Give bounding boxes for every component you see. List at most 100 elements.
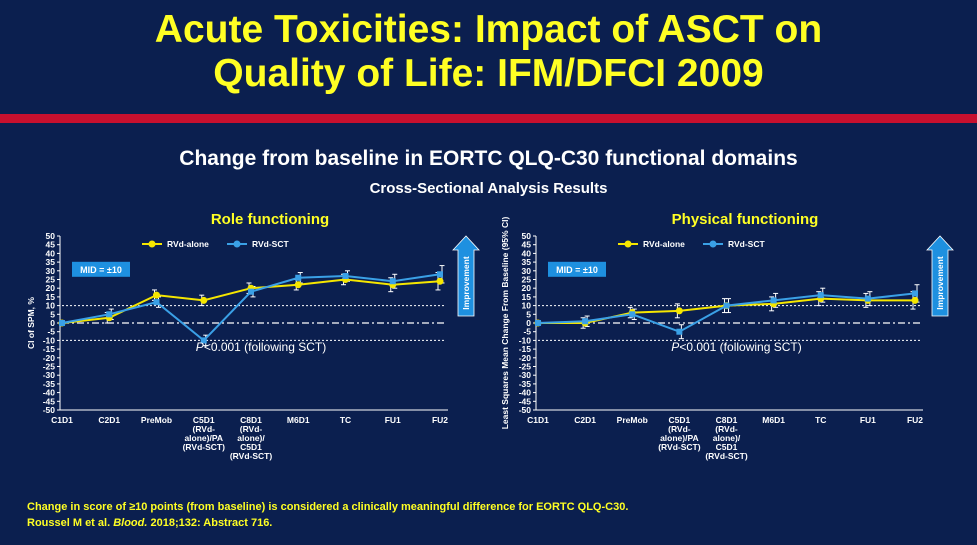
chart1-series-point-0	[911, 296, 919, 304]
chart1-legend-label-1: RVd-SCT	[728, 239, 765, 249]
chart1-x-tick-label: C8D1	[716, 415, 738, 425]
chart0-y-tick-label: -10	[43, 335, 56, 345]
chart1-y-tick-label: -40	[519, 388, 532, 398]
chart0-y-tick-label: 0	[50, 318, 55, 328]
chart1-y-tick-label: 10	[522, 301, 532, 311]
chart0-p-letter: P	[196, 340, 204, 354]
chart0-mid-label: MID = ±10	[80, 265, 122, 275]
chart1-mid-box	[548, 261, 606, 277]
chart0-legend-marker-0	[148, 240, 156, 248]
chart1-x-tick-label: (RVd-SCT)	[705, 451, 748, 461]
chart1-p-letter: P	[671, 340, 679, 354]
chart1-x-tick-label: FU2	[907, 415, 923, 425]
chart-title-physical: Physical functioning	[671, 211, 819, 228]
chart1-legend-label-0: RVd-alone	[643, 239, 685, 249]
chart1-y-tick-label: -50	[519, 405, 532, 415]
chart0-legend-label-0: RVd-alone	[167, 239, 209, 249]
chart1-x-tick-label: M6D1	[762, 415, 785, 425]
slide-subsubtitle: Cross-Sectional Analysis Results	[369, 180, 608, 197]
chart0-series-point-1	[389, 278, 396, 285]
chart1-series-point-1	[912, 290, 918, 297]
chart1-y-tick-label: 20	[522, 283, 532, 293]
chart0-y-tick-label: -15	[43, 344, 56, 354]
chart0-p-text: <0.001 (following SCT)	[204, 340, 326, 354]
chart0-improvement-arrow	[452, 235, 480, 317]
chart0-y-tick-label: -30	[43, 370, 56, 380]
chart0-y-tick-label: 25	[46, 275, 56, 285]
chart0-y-tick-label: -5	[47, 327, 55, 337]
chart1-y-tick-label: 35	[522, 257, 532, 267]
chart1-series-point-1	[629, 311, 636, 318]
chart0-x-tick-label: (RVd-SCT)	[183, 442, 226, 452]
chart1-series-point-1	[676, 328, 683, 335]
chart1-x-tick-label: PreMob	[617, 415, 648, 425]
chart0-x-tick-label: (RVd-	[192, 424, 215, 434]
chart0-y-tick-label: 10	[46, 301, 56, 311]
chart1-legend-marker-1	[709, 240, 717, 248]
chart1-x-tick-label: C1D1	[527, 415, 549, 425]
citation: Roussel M et al. Blood. 2018;132: Abstra…	[27, 517, 272, 529]
chart0-legend-label-1: RVd-SCT	[252, 239, 289, 249]
chart0-x-tick-label: alone)/PA	[184, 433, 223, 443]
chart0-y-tick-label: 50	[46, 231, 56, 241]
chart1-y-tick-label: -35	[519, 379, 532, 389]
chart0-p-value-annotation: P<0.001 (following SCT)	[196, 340, 326, 354]
chart0-series-point-1	[200, 337, 207, 344]
chart0-x-tick-label: TC	[340, 415, 351, 425]
chart0-y-tick-label: -50	[43, 405, 56, 415]
chart1-mid-label: MID = ±10	[556, 265, 598, 275]
chart1-x-tick-label: C5D1	[716, 442, 738, 452]
chart1-series-point-1	[770, 297, 777, 304]
chart0-y-tick-label: -35	[43, 379, 56, 389]
chart1-y-tick-label: 15	[522, 292, 532, 302]
chart1-x-tick-label: C5D1	[669, 415, 691, 425]
chart1-series-point-1	[535, 320, 541, 326]
chart1-p-text: <0.001 (following SCT)	[679, 340, 801, 354]
chart0-y-tick-label: 45	[46, 240, 56, 250]
chart0-series-point-1	[153, 299, 160, 306]
chart1-x-tick-label: C2D1	[574, 415, 596, 425]
chart1-x-tick-label: (RVd-	[668, 424, 691, 434]
chart0-y-axis-label: CI of SPM, %	[26, 297, 36, 349]
chart1-improvement-label: Improvement	[935, 256, 945, 310]
chart0-x-tick-label: C2D1	[98, 415, 120, 425]
chart1-x-tick-label: alone)/PA	[660, 433, 699, 443]
chart0-series-point-0	[436, 277, 444, 285]
chart1-y-axis-label: Least Squares Mean Change From Baseline …	[500, 217, 510, 430]
chart0-x-tick-label: FU2	[432, 415, 448, 425]
slide-title: Acute Toxicities: Impact of ASCT on Qual…	[0, 8, 977, 96]
chart0-x-tick-label: M6D1	[287, 415, 310, 425]
chart1-y-tick-label: 45	[522, 240, 532, 250]
footnote: Change in score of ≥10 points (from base…	[27, 501, 629, 513]
chart0-series-point-1	[59, 320, 65, 326]
chart1-series-point-1	[582, 318, 589, 325]
chart1-y-tick-label: -5	[523, 327, 531, 337]
chart0-improvement-label: Improvement	[461, 256, 471, 310]
chart1-series-point-1	[723, 302, 730, 309]
chart0-x-tick-label: (RVd-	[240, 424, 263, 434]
chart0-y-tick-label: 35	[46, 257, 56, 267]
chart0-y-tick-label: 40	[46, 248, 56, 258]
chart1-y-tick-label: -30	[519, 370, 532, 380]
chart0-series-point-1	[106, 311, 113, 318]
chart0-series-point-0	[200, 296, 208, 304]
citation-journal: Blood.	[113, 517, 148, 529]
chart1-x-tick-label: TC	[815, 415, 826, 425]
chart1-legend-marker-0	[624, 240, 632, 248]
chart1-series-point-1	[864, 295, 871, 302]
title-line-1: Acute Toxicities: Impact of ASCT on	[154, 8, 823, 51]
chart0-x-tick-label: alone)/	[237, 433, 265, 443]
chart1-x-tick-label: (RVd-	[715, 424, 738, 434]
chart1-y-tick-label: -15	[519, 344, 532, 354]
chart1-improvement-arrow	[926, 235, 954, 317]
chart0-y-tick-label: -20	[43, 353, 56, 363]
chart0-x-tick-label: FU1	[385, 415, 401, 425]
chart0-x-tick-label: PreMob	[141, 415, 172, 425]
chart1-y-tick-label: 5	[526, 309, 531, 319]
chart1-y-tick-label: 0	[526, 318, 531, 328]
chart0-legend-marker-1	[233, 240, 241, 248]
title-divider	[0, 114, 977, 123]
chart0-y-tick-label: 20	[46, 283, 56, 293]
chart1-y-tick-label: 30	[522, 266, 532, 276]
chart1-series-point-1	[817, 292, 824, 299]
